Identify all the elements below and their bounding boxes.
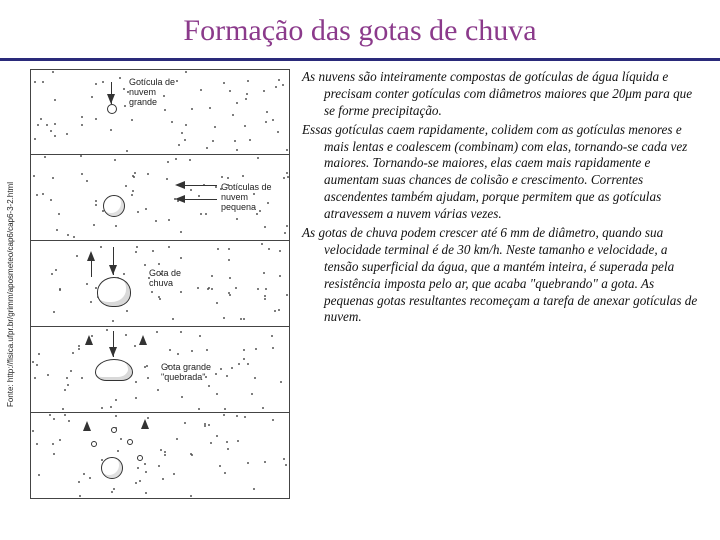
fragment-icon (137, 455, 143, 461)
panel-4-label: Gota grande"quebrada" (161, 363, 211, 383)
content-area: Gotícula denuvemgrande Gotículas denuvem… (0, 61, 720, 509)
diagram-panel-1: Gotícula denuvemgrande (30, 69, 290, 155)
dots-bg (31, 327, 289, 412)
medium-droplet-icon (103, 195, 125, 217)
body-text: As nuvens são inteiramente compostas de … (302, 69, 702, 499)
paragraph: Essas gotículas caem rapidamente, colide… (302, 122, 702, 223)
raindrop-icon (97, 277, 131, 307)
fragment-icon (127, 439, 133, 445)
broken-drop-icon (95, 359, 133, 381)
panel-1-label: Gotícula denuvemgrande (129, 78, 175, 108)
diagram-panel-4: Gota grande"quebrada" (30, 327, 290, 413)
diagram-panel-2: Gotículas denuvempequena (30, 155, 290, 241)
diagram-panel-3: Gota dechuva (30, 241, 290, 327)
diagram-panel-5 (30, 413, 290, 499)
panel-3-label: Gota dechuva (149, 269, 181, 289)
fragment-icon (111, 427, 117, 433)
paragraph: As nuvens são inteiramente compostas de … (302, 69, 702, 120)
residual-drop-icon (101, 457, 123, 479)
panel-2-label: Gotículas denuvempequena (221, 183, 272, 213)
fragment-icon (91, 441, 97, 447)
rain-formation-diagram: Gotícula denuvemgrande Gotículas denuvem… (30, 69, 290, 499)
paragraph: As gotas de chuva podem crescer até 6 mm… (302, 225, 702, 326)
dots-bg (31, 413, 289, 498)
large-cloud-droplet-icon (107, 104, 117, 114)
page-title: Formação das gotas de chuva (0, 0, 720, 61)
